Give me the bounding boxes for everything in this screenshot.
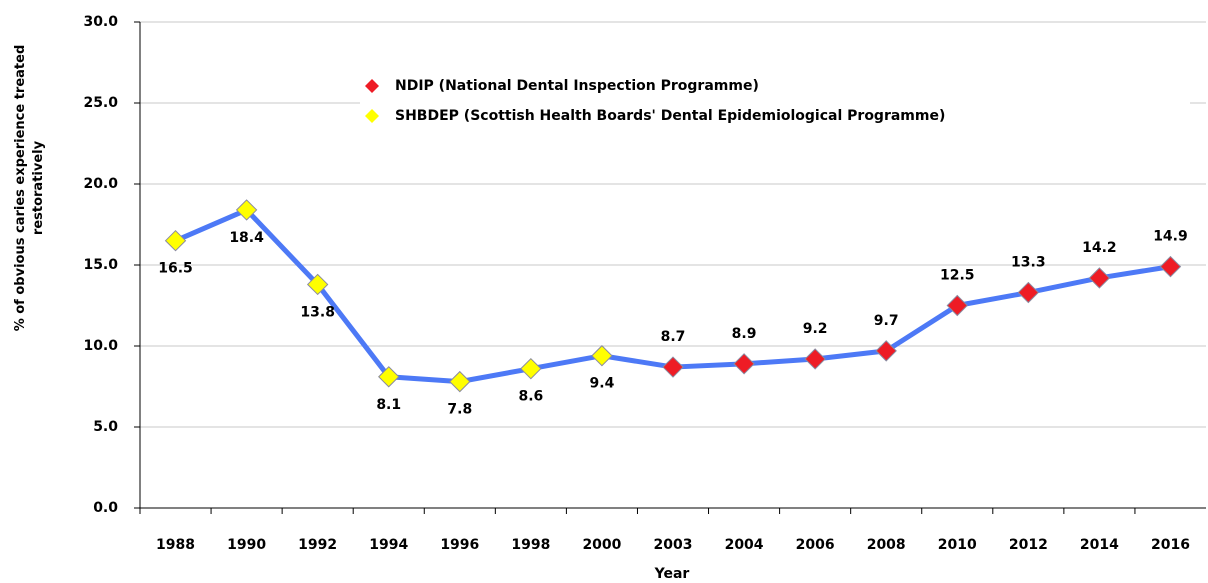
y-tick-label: 25.0 (83, 95, 118, 111)
data-marker (378, 366, 400, 388)
data-marker (1017, 281, 1040, 304)
data-marker (1088, 267, 1111, 289)
data-label: 18.4 (229, 230, 264, 246)
data-marker (164, 229, 187, 252)
data-label: 13.3 (1011, 255, 1046, 271)
data-label: 9.4 (590, 376, 615, 392)
data-label: 7.8 (447, 402, 472, 418)
y-tick-label: 5.0 (93, 419, 118, 435)
x-tick-label: 1994 (369, 537, 408, 553)
y-tick-label: 0.0 (93, 500, 118, 516)
y-axis-title: % of obvious caries experience treated r… (13, 44, 46, 332)
x-tick-label: 2010 (938, 537, 977, 553)
data-label: 14.9 (1153, 229, 1188, 245)
x-tick-label: 2000 (582, 537, 621, 553)
y-tick-label: 20.0 (83, 176, 118, 192)
x-tick-label: 1998 (511, 537, 550, 553)
x-tick-label: 1988 (156, 537, 195, 553)
data-label: 8.6 (518, 389, 543, 405)
x-tick-label: 2004 (725, 537, 764, 553)
data-label: 12.5 (940, 268, 975, 284)
data-label: 13.8 (300, 304, 335, 320)
x-tick-label: 1990 (227, 537, 266, 553)
data-marker (591, 345, 613, 367)
x-tick-label: 1992 (298, 537, 337, 553)
data-marker (662, 356, 684, 378)
data-marker (875, 340, 897, 362)
legend-box (360, 66, 1190, 136)
legend-label: SHBDEP (Scottish Health Boards' Dental E… (395, 108, 945, 124)
data-label: 14.2 (1082, 240, 1117, 256)
data-label: 8.7 (661, 329, 686, 345)
y-tick-label: 30.0 (83, 14, 118, 30)
data-label: 16.5 (158, 261, 193, 277)
data-marker (1159, 255, 1182, 278)
y-tick-label: 10.0 (83, 338, 118, 354)
x-axis-title: Year (654, 566, 690, 582)
x-tick-label: 1996 (440, 537, 479, 553)
x-tick-label: 2008 (867, 537, 906, 553)
data-label: 8.1 (376, 397, 401, 413)
data-marker (804, 348, 826, 370)
data-label: 9.2 (803, 321, 828, 337)
data-label: 8.9 (732, 326, 757, 342)
data-marker (733, 353, 755, 375)
x-tick-label: 2003 (654, 537, 693, 553)
x-tick-label: 2006 (796, 537, 835, 553)
data-marker (235, 199, 258, 221)
data-marker (520, 357, 542, 380)
data-marker (306, 273, 329, 296)
legend-marker (365, 79, 379, 93)
legend-marker (365, 109, 379, 123)
x-tick-label: 2012 (1009, 537, 1048, 553)
data-marker (449, 370, 471, 393)
legend-label: NDIP (National Dental Inspection Program… (395, 78, 759, 94)
data-marker (946, 294, 968, 317)
data-label: 9.7 (874, 313, 899, 329)
x-tick-label: 2014 (1080, 537, 1119, 553)
x-tick-label: 2016 (1151, 537, 1190, 553)
y-tick-label: 15.0 (83, 257, 118, 273)
